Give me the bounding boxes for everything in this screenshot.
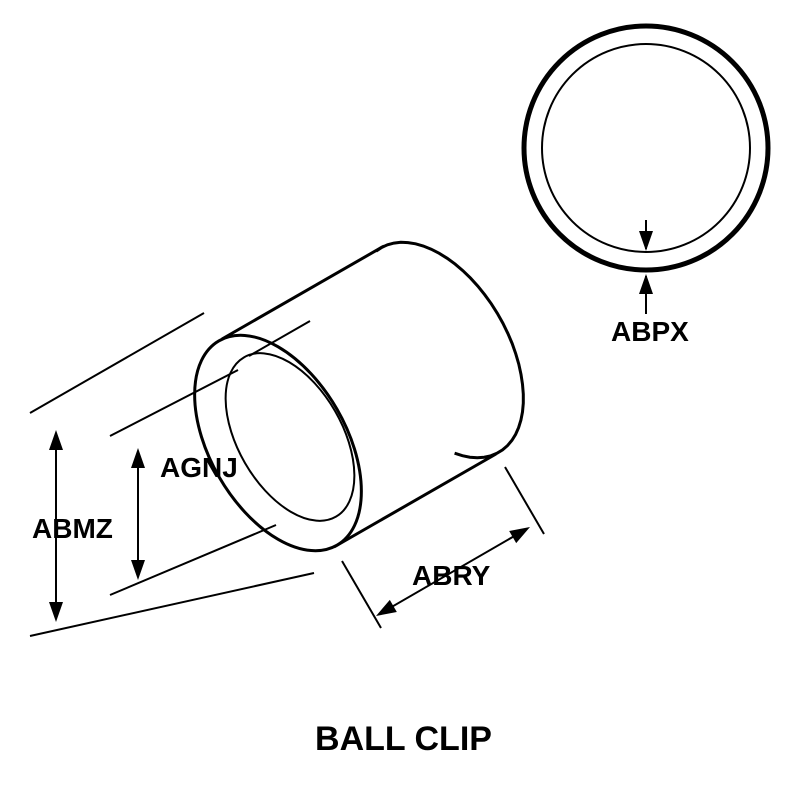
diagram-canvas: ABPX ABMZ AGNJ ABRY BALL CLIP — [0, 0, 807, 789]
diagram-svg — [0, 0, 807, 789]
label-abpx: ABPX — [611, 316, 689, 348]
label-abry: ABRY — [412, 560, 490, 592]
diagram-title: BALL CLIP — [0, 720, 807, 759]
label-abmz: ABMZ — [32, 513, 113, 545]
label-agnj: AGNJ — [160, 452, 238, 484]
